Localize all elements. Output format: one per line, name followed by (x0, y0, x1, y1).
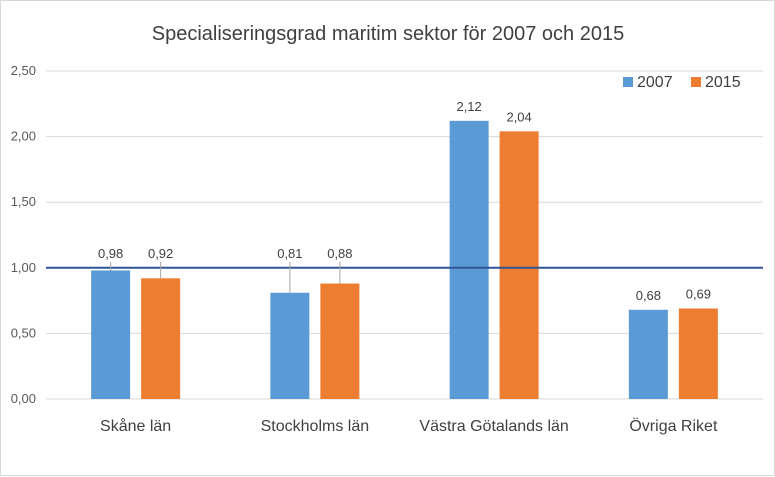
data-label: 0,88 (327, 246, 352, 261)
y-tick-label: 0,00 (11, 391, 36, 406)
bar-2015 (678, 308, 718, 399)
category-label: Skåne län (100, 417, 171, 435)
bar-2007 (628, 309, 668, 399)
bar-2015 (320, 283, 360, 399)
y-axis-tick-labels: 0,00 0,50 1,00 1,50 2,00 2,50 (11, 63, 36, 406)
legend-label: 2007 (637, 74, 673, 91)
data-label: 0,68 (636, 288, 661, 303)
bar-2007 (449, 120, 489, 399)
bar-2007 (270, 292, 310, 399)
y-tick-label: 1,00 (11, 260, 36, 275)
bars (91, 120, 718, 400)
data-labels: 0,98 0,92 0,81 0,88 2,12 2,04 0,68 0,69 (98, 99, 711, 303)
bar-2007 (91, 270, 131, 399)
data-label: 2,12 (456, 99, 481, 114)
legend-swatch (623, 77, 633, 87)
data-label: 0,98 (98, 246, 123, 261)
category-label: Stockholms län (261, 418, 370, 435)
y-tick-label: 0,50 (11, 325, 36, 340)
category-label: Övriga Riket (629, 417, 718, 435)
bar-2015 (499, 131, 539, 400)
y-tick-label: 2,50 (11, 63, 36, 78)
data-label: 0,81 (277, 246, 302, 261)
legend-swatch (691, 77, 701, 87)
category-label: Västra Götalands län (419, 418, 568, 435)
data-label: 0,69 (686, 286, 711, 301)
y-tick-label: 1,50 (11, 194, 36, 209)
y-tick-label: 2,00 (11, 129, 36, 144)
data-label: 0,92 (148, 246, 173, 261)
legend-label: 2015 (705, 74, 741, 91)
chart-title: Specialiseringsgrad maritim sektor för 2… (152, 23, 624, 45)
data-label: 2,04 (506, 109, 531, 124)
legend: 2007 2015 (623, 74, 741, 91)
bar-2015 (141, 278, 181, 399)
x-axis-category-labels: Skåne län Stockholms län Västra Götalands … (100, 417, 718, 435)
